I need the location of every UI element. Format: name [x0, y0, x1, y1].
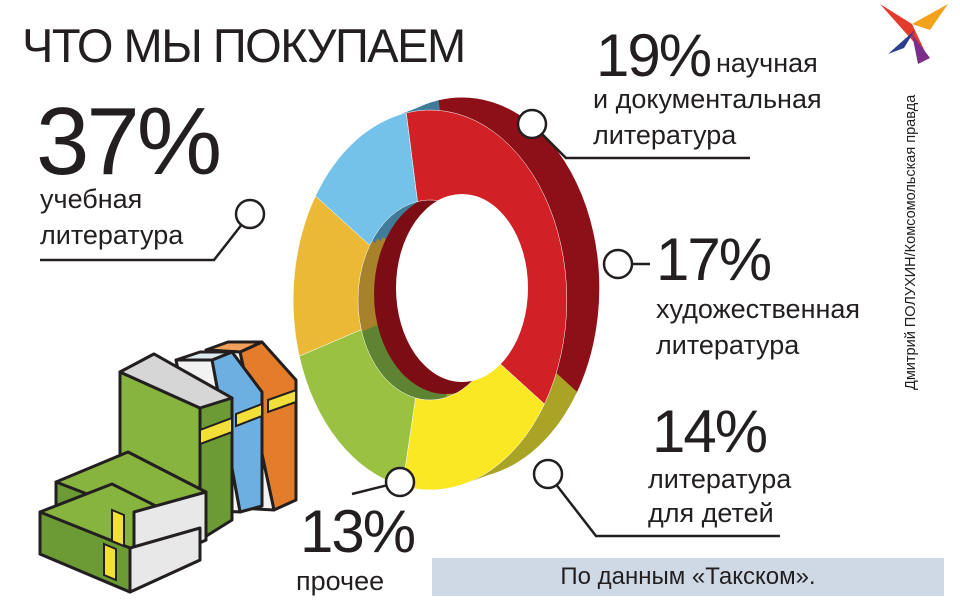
leader-line-3	[547, 473, 780, 538]
slice-3-label-line-2: для детей	[648, 498, 774, 528]
source-text: По данным «Такском».	[560, 563, 816, 590]
source-box	[432, 558, 944, 596]
leader-marker-2	[602, 248, 634, 280]
slice-0-label-line-2: литература	[40, 220, 184, 250]
chart-title: ЧТО МЫ ПОКУПАЕМ	[22, 19, 466, 72]
slice-4-percent: 13%	[300, 498, 416, 565]
slice-0-percent: 37%	[36, 88, 222, 195]
leader-marker-3	[532, 458, 564, 490]
slice-2-label-line-2: литература	[656, 330, 800, 360]
slice-1-label-line-2: и документальная	[593, 84, 822, 114]
slice-1-percent: 19%	[596, 22, 712, 89]
leader-marker-4	[384, 466, 416, 498]
leader-marker-0	[234, 198, 266, 230]
slice-3-label-line-1: литература	[648, 464, 792, 494]
slice-3-percent: 14%	[652, 398, 768, 465]
slice-4-top	[315, 112, 418, 246]
author-credit: Дмитрий ПОЛУХИН/Комсомольская правда	[903, 94, 919, 390]
slice-1-label-line-3: литература	[593, 120, 737, 150]
slice-2-top	[299, 329, 416, 487]
slice-2-percent: 17%	[656, 226, 772, 293]
donut-hole	[396, 194, 528, 382]
leader-line-1	[531, 123, 750, 160]
slice-1-label-line-1: научная	[716, 48, 818, 78]
slice-2-label-line-1: художественная	[656, 294, 861, 324]
slice-0-label-line-1: учебная	[40, 184, 143, 214]
leader-marker-1	[516, 108, 548, 140]
slice-4-label-line-1: прочее	[296, 566, 385, 596]
leader-line-0	[40, 213, 251, 262]
